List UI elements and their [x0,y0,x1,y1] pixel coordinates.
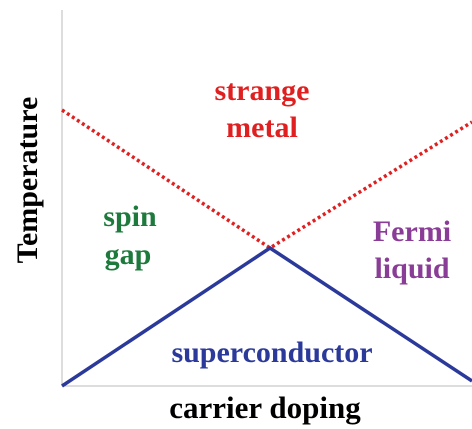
superconducting-dome [61,245,472,388]
region-label: metal [226,111,298,144]
x-axis-label: carrier doping [169,390,361,425]
crossover-line [61,108,472,251]
region-label: spin [103,200,157,233]
region-label: superconductor [171,336,372,369]
region-label: liquid [374,252,449,285]
y-axis-label: Temperature [11,97,44,264]
region-label: Fermi [373,215,451,248]
region-label: strange [215,74,310,107]
region-label: gap [105,238,152,271]
